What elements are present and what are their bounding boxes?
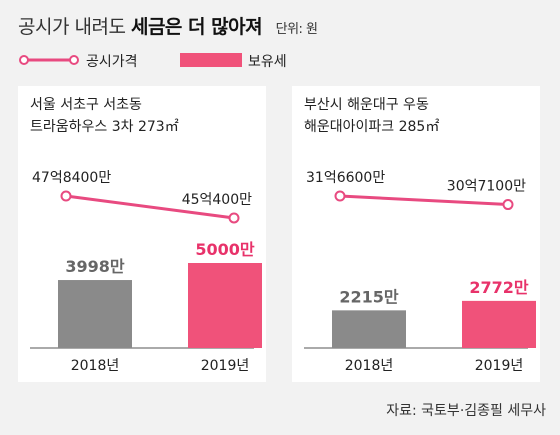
- legend-line-symbol: [19, 55, 79, 65]
- price-value-label: 31억6600만: [306, 170, 385, 186]
- chart-panel-haeundae: 부산시 해운대구 우동 해운대아이파크 285㎡ 2215만 2018년 2772만…: [292, 86, 540, 382]
- title-emphasis: 세금은 더 많아져: [130, 16, 263, 38]
- price-value-label: 30억7100만: [447, 179, 526, 195]
- price-line: [339, 194, 509, 207]
- legend-tax-label: 보유세: [248, 54, 287, 70]
- title-prefix: 공시가 내려도: [18, 16, 126, 38]
- tax-value-label: 5000만: [195, 240, 255, 259]
- price-point: [60, 190, 72, 202]
- panel-title-line-1: 부산시 해운대구 우동: [304, 97, 429, 113]
- chart-panel-seocho: 서울 서초구 서초동 트라움하우스 3차 273㎡ 3998만 2018년 5000…: [18, 86, 266, 382]
- plot-area: 3998만 2018년 5000만 2019년 47억8400만 45억400만: [30, 170, 262, 374]
- panel-title-line-2: 트라움하우스 3차 273㎡: [30, 119, 179, 135]
- tax-bar-2018: [58, 280, 132, 348]
- unit-label: 단위: 원: [275, 22, 318, 37]
- tax-bar-2019: [462, 300, 536, 348]
- tax-value-label: 3998만: [65, 257, 125, 276]
- panel-title: 부산시 해운대구 우동 해운대아이파크 285㎡: [304, 94, 439, 138]
- price-line: [65, 194, 235, 220]
- category-label: 2019년: [201, 358, 250, 374]
- chart-title: 공시가 내려도 세금은 더 많아져 단위: 원: [18, 12, 318, 39]
- plot-area: 2215만 2018년 2772만 2019년 31억6600만 30억7100만: [304, 170, 536, 374]
- category-label: 2019년: [475, 358, 524, 374]
- price-value-label: 47억8400만: [32, 170, 111, 186]
- category-label: 2018년: [71, 358, 120, 374]
- price-value-label: 45억400만: [182, 192, 252, 208]
- legend-bar-symbol: [180, 53, 242, 67]
- source-note: 자료: 국토부·김종필 세무사: [386, 403, 546, 419]
- legend-price-label: 공시가격: [86, 54, 138, 70]
- panel-title: 서울 서초구 서초동 트라움하우스 3차 273㎡: [30, 94, 179, 138]
- legend: 공시가격 보유세: [18, 50, 338, 70]
- tax-bar-2018: [332, 310, 406, 348]
- panel-title-line-2: 해운대아이파크 285㎡: [304, 119, 440, 135]
- panel-title-line-1: 서울 서초구 서초동: [30, 97, 142, 113]
- tax-value-label: 2772만: [469, 278, 529, 297]
- price-point: [502, 199, 514, 211]
- tax-bar-2019: [188, 263, 262, 348]
- price-point: [228, 212, 240, 224]
- price-point: [334, 190, 346, 202]
- tax-value-label: 2215만: [339, 287, 399, 306]
- category-label: 2018년: [345, 358, 394, 374]
